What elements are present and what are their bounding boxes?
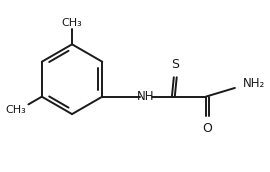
Text: S: S bbox=[171, 58, 179, 71]
Text: NH₂: NH₂ bbox=[243, 77, 265, 90]
Text: O: O bbox=[202, 122, 212, 135]
Text: NH: NH bbox=[137, 90, 154, 103]
Text: CH₃: CH₃ bbox=[62, 18, 82, 28]
Text: CH₃: CH₃ bbox=[6, 105, 26, 115]
